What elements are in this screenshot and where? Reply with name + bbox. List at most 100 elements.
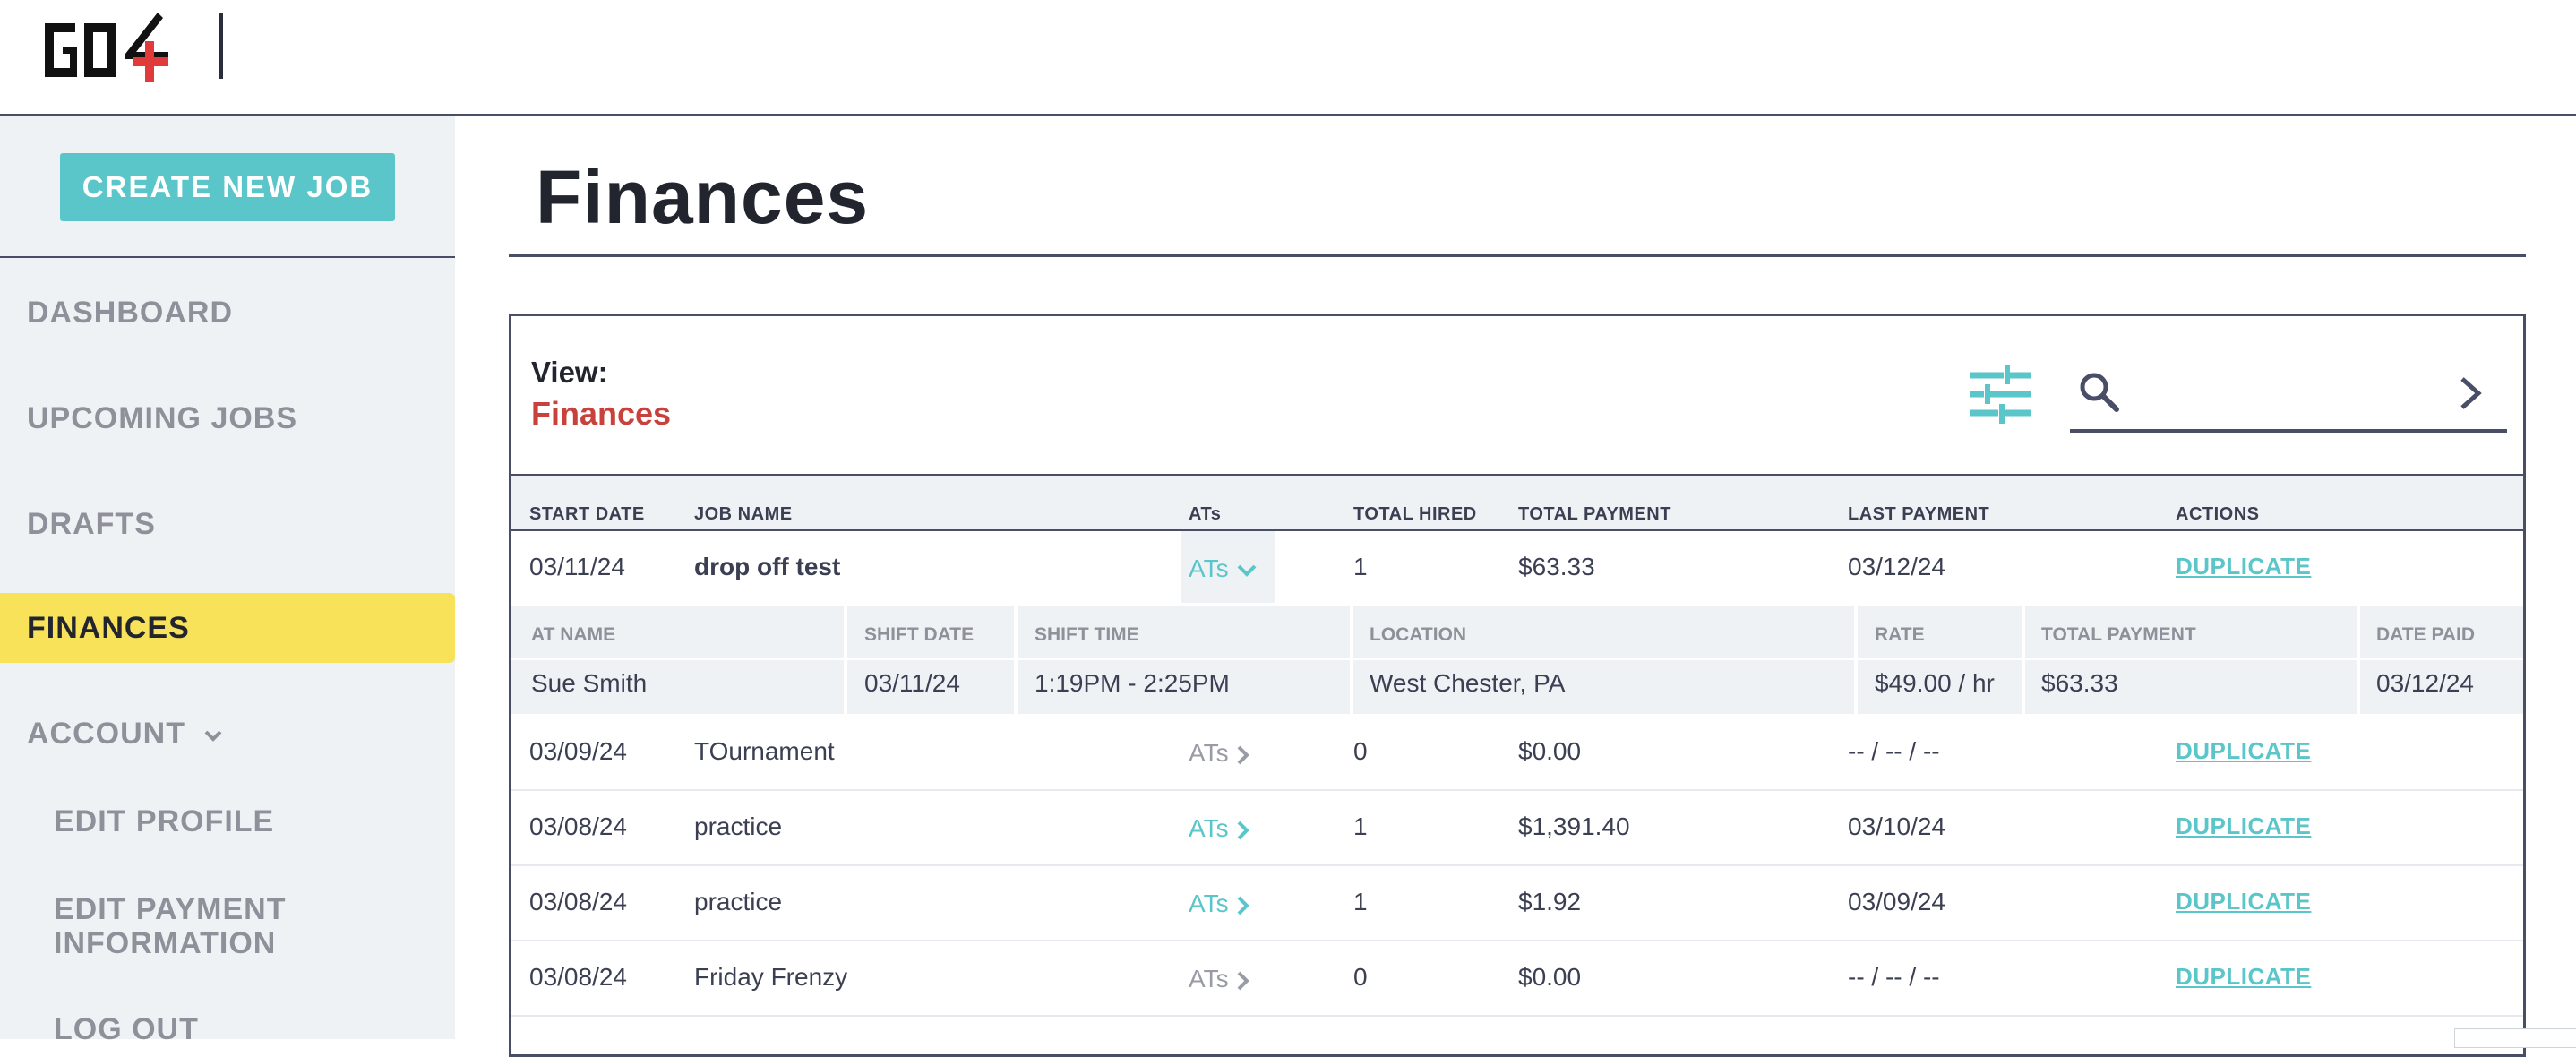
sidebar-divider <box>0 256 455 258</box>
column-header-job-name[interactable]: JOB NAME <box>694 504 793 524</box>
last-payment: 03/10/24 <box>1848 812 1945 840</box>
at-name: Sue Smith <box>531 669 648 697</box>
corner-widget <box>2454 1028 2576 1048</box>
ats-toggle[interactable]: ATs <box>1189 814 1250 843</box>
column-divider <box>844 606 847 714</box>
search-input[interactable] <box>2133 372 2441 413</box>
ats-label: ATs <box>1189 554 1229 582</box>
duplicate-link[interactable]: DUPLICATE <box>2176 888 2312 915</box>
chevron-right-icon <box>1237 971 1249 991</box>
duplicate-link[interactable]: DUPLICATE <box>2176 737 2312 764</box>
last-payment: -- / -- / -- <box>1848 737 1940 765</box>
filter-sliders-icon[interactable] <box>1968 365 2032 424</box>
column-header-at-name: AT NAME <box>531 624 616 645</box>
chevron-down-icon <box>205 730 222 742</box>
page-title: Finances <box>536 155 870 239</box>
ats-toggle[interactable]: ATs <box>1189 739 1250 768</box>
column-divider <box>2022 606 2025 714</box>
go4-logo[interactable] <box>43 11 195 84</box>
at-details-table: AT NAME SHIFT DATE SHIFT TIME LOCATION R… <box>511 606 2523 714</box>
column-divider <box>1854 606 1858 714</box>
total-hired: 0 <box>1353 737 1368 765</box>
column-header-rate: RATE <box>1875 624 1925 645</box>
finances-panel: View: Finances START DATE JOB <box>509 314 2526 1057</box>
table-row[interactable]: 03/08/24 Friday Frenzy ATs 0 $0.00 -- / … <box>511 941 2523 1017</box>
column-header-start-date[interactable]: START DATE <box>529 504 645 524</box>
chevron-down-icon <box>1237 564 1257 577</box>
total-hired: 1 <box>1353 553 1368 580</box>
total-payment: $1.92 <box>1518 888 1582 915</box>
sidebar-item-edit-payment[interactable]: EDIT PAYMENT INFORMATION <box>54 892 287 960</box>
job-name: drop off test <box>694 553 841 580</box>
last-payment: -- / -- / -- <box>1848 963 1940 991</box>
ats-label: ATs <box>1189 739 1229 767</box>
create-new-job-button[interactable]: CREATE NEW JOB <box>60 153 395 221</box>
column-header-shift-time: SHIFT TIME <box>1035 624 1139 645</box>
ats-toggle[interactable]: ATs <box>1189 889 1250 918</box>
job-name: practice <box>694 812 783 840</box>
duplicate-link[interactable]: DUPLICATE <box>2176 553 2312 580</box>
chevron-right-icon[interactable] <box>2455 374 2487 413</box>
start-date: 03/08/24 <box>529 812 627 840</box>
ats-label: ATs <box>1189 889 1229 917</box>
column-header-ats[interactable]: ATs <box>1189 504 1222 524</box>
sidebar-item-edit-profile[interactable]: EDIT PROFILE <box>54 804 275 838</box>
search-bar <box>2070 357 2507 433</box>
ats-toggle[interactable]: ATs <box>1189 965 1250 993</box>
logo-divider <box>219 13 223 79</box>
column-header-date-paid: DATE PAID <box>2376 624 2476 645</box>
shift-time: 1:19PM - 2:25PM <box>1035 669 1230 697</box>
table-row[interactable]: 03/09/24 TOurnament ATs 0 $0.00 -- / -- … <box>511 716 2523 791</box>
ats-label: ATs <box>1189 814 1229 842</box>
last-payment: 03/09/24 <box>1848 888 1945 915</box>
sidebar-item-drafts[interactable]: DRAFTS <box>27 507 156 541</box>
start-date: 03/09/24 <box>529 737 627 765</box>
column-header-shift-date: SHIFT DATE <box>864 624 975 645</box>
shift-date: 03/11/24 <box>864 669 960 697</box>
search-icon <box>2080 373 2119 412</box>
start-date: 03/08/24 <box>529 963 627 991</box>
sidebar-item-label: FINANCES <box>27 611 190 645</box>
sidebar-item-finances[interactable]: FINANCES <box>0 593 455 663</box>
column-header-actions: ACTIONS <box>2176 504 2260 524</box>
table-row[interactable]: 03/08/24 practice ATs 1 $1,391.40 03/10/… <box>511 791 2523 866</box>
sidebar-item-dashboard[interactable]: DASHBOARD <box>27 296 233 330</box>
column-header-location: LOCATION <box>1370 624 1467 645</box>
location: West Chester, PA <box>1370 669 1566 697</box>
job-name: practice <box>694 888 783 915</box>
column-header-total-hired[interactable]: TOTAL HIRED <box>1353 504 1477 524</box>
total-payment: $63.33 <box>1518 553 1595 580</box>
job-name: Friday Frenzy <box>694 963 848 991</box>
ats-expanded-bg <box>1181 531 1275 603</box>
table-row[interactable]: 03/11/24 drop off test ATs 1 $63.33 03/1… <box>511 531 2523 606</box>
chevron-right-icon <box>1237 821 1249 840</box>
column-divider <box>1014 606 1018 714</box>
column-divider <box>2357 606 2360 714</box>
start-date: 03/11/24 <box>529 553 625 580</box>
column-header-sub-total-payment: TOTAL PAYMENT <box>2041 624 2196 645</box>
sidebar-item-log-out[interactable]: LOG OUT <box>54 1012 199 1046</box>
date-paid: 03/12/24 <box>2376 669 2474 697</box>
last-payment: 03/12/24 <box>1848 553 1945 580</box>
column-header-last-payment[interactable]: LAST PAYMENT <box>1848 504 1990 524</box>
duplicate-link[interactable]: DUPLICATE <box>2176 812 2312 839</box>
table-row[interactable]: 03/08/24 practice ATs 1 $1.92 03/09/24 D… <box>511 866 2523 941</box>
ats-label: ATs <box>1189 965 1229 993</box>
view-label: View: <box>531 356 608 389</box>
ats-toggle[interactable]: ATs <box>1189 554 1258 583</box>
sidebar-item-upcoming-jobs[interactable]: UPCOMING JOBS <box>27 401 298 435</box>
table-header: START DATE JOB NAME ATs TOTAL HIRED TOTA… <box>511 474 2523 531</box>
column-header-total-payment[interactable]: TOTAL PAYMENT <box>1518 504 1671 524</box>
sidebar-item-label: ACCOUNT <box>27 717 185 751</box>
total-hired: 1 <box>1353 888 1368 915</box>
total-hired: 0 <box>1353 963 1368 991</box>
duplicate-link[interactable]: DUPLICATE <box>2176 963 2312 990</box>
sub-total-payment: $63.33 <box>2041 669 2118 697</box>
subtable-divider <box>511 658 2523 660</box>
column-divider <box>1350 606 1353 714</box>
sidebar-item-account[interactable]: ACCOUNT <box>27 717 223 752</box>
start-date: 03/08/24 <box>529 888 627 915</box>
total-payment: $0.00 <box>1518 963 1582 991</box>
top-bar <box>0 0 2576 116</box>
view-value: Finances <box>531 395 672 432</box>
